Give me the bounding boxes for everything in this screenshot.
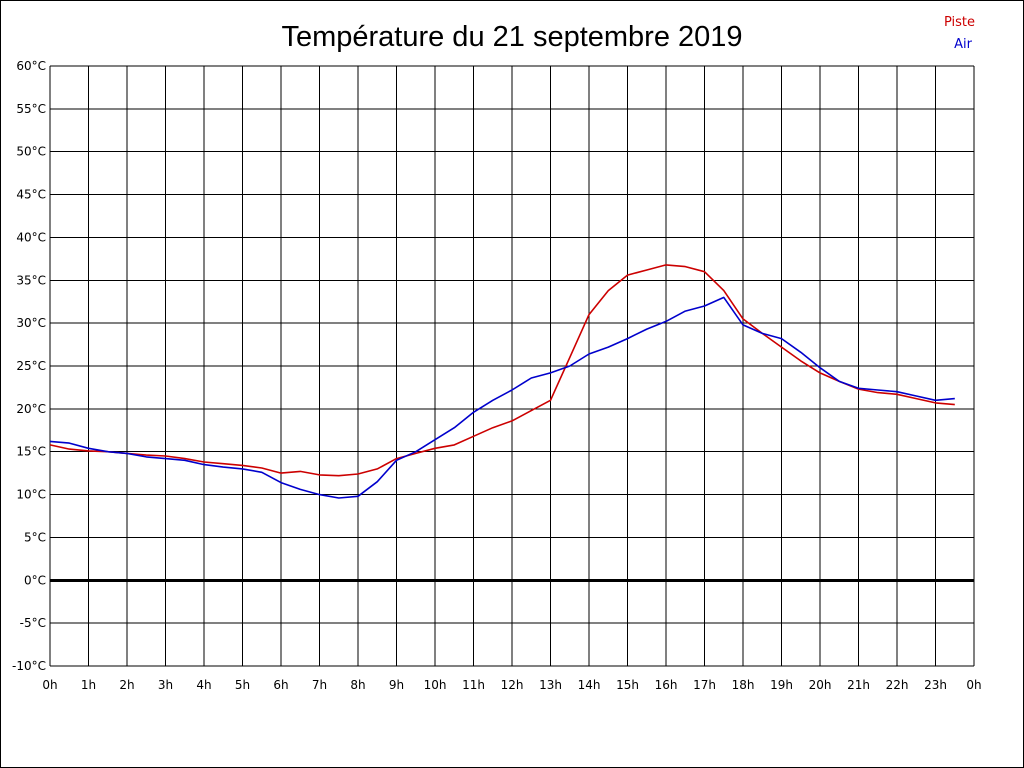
x-tick-label: 10h [424, 678, 447, 692]
y-tick-label: 20°C [16, 402, 46, 416]
x-tick-label: 21h [847, 678, 870, 692]
x-tick-label: 16h [655, 678, 678, 692]
y-tick-label: 55°C [16, 102, 46, 116]
y-tick-label: -5°C [20, 616, 46, 630]
series-line-air [49, 296, 955, 499]
series-line-piste [49, 264, 955, 477]
y-tick-label: -10°C [12, 659, 46, 673]
x-tick-label: 11h [462, 678, 485, 692]
y-tick-label: 35°C [16, 273, 46, 287]
x-tick-label: 4h [196, 678, 211, 692]
x-tick-label: 3h [158, 678, 173, 692]
x-axis-labels: 0h 1h 2h 3h 4h 5h 6h 7h 8h 9h 10h 11h 12h 13h 14h 15h 16… [42, 678, 981, 692]
y-tick-label: 5°C [24, 530, 46, 544]
chart-title: Température du 21 septembre 2019 [281, 21, 742, 53]
y-tick-label: 30°C [16, 316, 46, 330]
y-tick-label: 45°C [16, 188, 46, 202]
x-tick-label: 22h [886, 678, 909, 692]
x-tick-label: 19h [770, 678, 793, 692]
x-tick-label: 0h [42, 678, 57, 692]
y-tick-label: 50°C [16, 145, 46, 159]
x-tick-label: 0h [966, 678, 981, 692]
legend-entry-air: Air [954, 37, 973, 52]
y-tick-label: 60°C [16, 59, 46, 73]
y-tick-label: 0°C [24, 573, 46, 587]
x-tick-label: 2h [119, 678, 134, 692]
x-tick-label: 23h [924, 678, 947, 692]
grid [49, 65, 975, 667]
x-tick-label: 7h [312, 678, 327, 692]
x-tick-label: 8h [350, 678, 365, 692]
legend-entry-piste: Piste [944, 15, 975, 30]
x-tick-label: 9h [389, 678, 404, 692]
x-tick-label: 14h [578, 678, 601, 692]
legend: Piste Air [944, 15, 975, 52]
y-tick-label: 10°C [16, 488, 46, 502]
x-tick-label: 1h [81, 678, 96, 692]
x-tick-label: 12h [501, 678, 524, 692]
y-axis-labels: 60°C 55°C 50°C 45°C 40°C 35°C 30°C 25°C 20°C 15°C… [12, 59, 46, 673]
x-tick-label: 20h [809, 678, 832, 692]
y-tick-label: 25°C [16, 359, 46, 373]
x-tick-label: 15h [616, 678, 639, 692]
x-tick-label: 13h [539, 678, 562, 692]
x-tick-label: 6h [273, 678, 288, 692]
y-tick-label: 15°C [16, 445, 46, 459]
series-lines [49, 264, 955, 499]
x-tick-label: 17h [693, 678, 716, 692]
x-tick-label: 18h [732, 678, 755, 692]
x-tick-label: 5h [235, 678, 250, 692]
y-tick-label: 40°C [16, 230, 46, 244]
